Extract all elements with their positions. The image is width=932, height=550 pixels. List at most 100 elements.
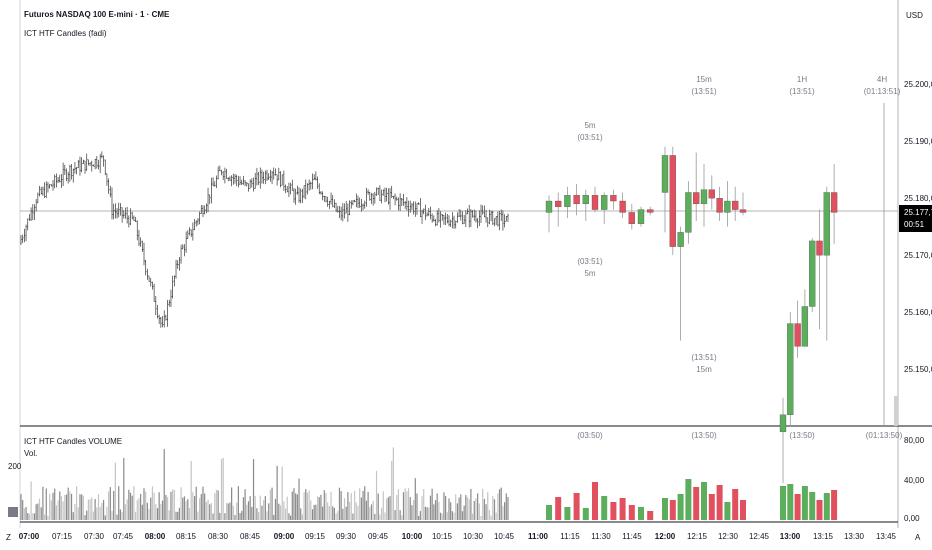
htf-5m-candle-body [591, 195, 599, 210]
volume-bar [397, 489, 400, 520]
htf-1h-candle-body [779, 414, 787, 433]
volume-bar [300, 508, 302, 520]
volume-bar [57, 500, 59, 520]
volume-bar [111, 511, 113, 520]
symbol-title[interactable]: Futuros NASDAQ 100 E-mini · 1 · CME [24, 10, 170, 19]
htf-1h-candle-body [794, 323, 801, 347]
volume-bar [69, 491, 71, 520]
volume-bar [438, 501, 440, 520]
time-axis-label: 07:45 [113, 532, 134, 541]
volume-pane-title[interactable]: ICT HTF Candles VOLUME [24, 437, 122, 446]
time-axis[interactable]: 07:00 07:15 07:30 07:45 08:00 08:15 08:30 08:45… [19, 532, 897, 541]
htf-15m-candle-body [693, 192, 700, 205]
volume-bar [296, 494, 298, 520]
htf-5m-candle-body [637, 209, 645, 224]
volume-bar [419, 511, 421, 520]
volume-bar [434, 500, 437, 520]
htf-volume-bar [780, 486, 786, 520]
volume-bar [23, 508, 25, 520]
volume-bar [448, 498, 450, 520]
htf-volume-bar [823, 493, 830, 520]
volume-bar [136, 499, 138, 520]
volume-bar [480, 515, 482, 520]
volume-bar [483, 498, 485, 520]
volume-bar [113, 490, 115, 520]
auto-scale-icon[interactable]: A [915, 533, 921, 542]
volume-bar [65, 494, 68, 520]
volume-bar [214, 493, 216, 520]
volume-bar [252, 459, 255, 520]
volume-bar [369, 507, 371, 520]
volume-bar [347, 492, 349, 520]
currency-label[interactable]: USD [906, 11, 923, 20]
volume-bar [283, 501, 285, 520]
htf-1h-candle-body [816, 240, 823, 256]
htf-volume-bar [787, 484, 794, 520]
price-axis-label: 25.200,00 [904, 80, 932, 89]
time-axis-label: 13:30 [844, 532, 865, 541]
htf-volume-bar [816, 500, 823, 520]
indicator-title[interactable]: ICT HTF Candles (fadi) [24, 29, 107, 38]
volume-bar [210, 503, 213, 520]
volume-bar [288, 513, 290, 520]
timezone-icon[interactable]: Z [6, 533, 11, 542]
time-axis-label: 12:45 [749, 532, 770, 541]
volume-bar [173, 490, 175, 520]
volume-bar [175, 511, 177, 520]
price-axis-label: 25.150,00 [904, 365, 932, 374]
volume-bar [215, 489, 218, 520]
volume-bar [316, 496, 319, 520]
volume-bar [97, 494, 100, 520]
volume-bar [284, 508, 287, 520]
volume-bar [47, 515, 49, 520]
volume-bar [411, 505, 413, 520]
volume-collapse-icon[interactable] [8, 507, 18, 517]
htf-1h-candle-body [823, 192, 830, 256]
volume-bar [322, 506, 324, 520]
time-axis-label: 11:45 [622, 532, 642, 541]
volume-bar [418, 515, 420, 520]
volume-bar [424, 506, 426, 520]
volume-bar [416, 493, 418, 520]
volume-bar [439, 512, 442, 520]
htf-volume-bar [740, 500, 746, 520]
htf-bottom-label-tf: 15m [696, 365, 712, 374]
volume-bar [150, 497, 152, 520]
volume-bar [27, 512, 29, 520]
volume-bar [315, 504, 317, 520]
price-axis-label: 25.170,00 [904, 251, 932, 260]
volume-bar [475, 498, 477, 520]
htf-volume-bar [546, 505, 552, 520]
htf-volume-bar [708, 494, 715, 520]
volume-bar [52, 492, 54, 520]
htf-15m-candle-body [724, 200, 731, 213]
volume-bar [263, 500, 265, 520]
htf-volume-bar [716, 485, 723, 520]
volume-bar [153, 492, 155, 520]
volume-bar [482, 488, 484, 520]
volume-bar [257, 512, 260, 520]
volume-bar [227, 503, 229, 520]
volume-bar [325, 492, 327, 520]
volume-bar [276, 465, 278, 520]
volume-bar [109, 487, 111, 520]
volume-bar [387, 497, 389, 520]
volume-bar [177, 511, 179, 520]
price-axis[interactable]: 25.200,00 25.190,00 25.180,00 25.170,00 25.1… [904, 80, 932, 374]
htf-5m-candle-body [601, 195, 608, 210]
time-axis-label: 10:45 [494, 532, 515, 541]
volume-bar [372, 500, 374, 520]
volume-pane-sub: Vol. [24, 449, 37, 458]
htf-volume-bar [647, 511, 654, 520]
volume-bar [406, 491, 408, 520]
volume-bar [348, 501, 351, 520]
volume-bar [126, 499, 128, 520]
time-axis-label: 13:45 [876, 532, 897, 541]
volume-bar [234, 514, 236, 520]
htf-volume-bar [628, 505, 635, 520]
volume-bar [32, 513, 34, 520]
volume-bar [25, 506, 27, 520]
volume-axis-label: 40,00 [904, 476, 925, 485]
htf-15m-candle-body [708, 189, 715, 199]
